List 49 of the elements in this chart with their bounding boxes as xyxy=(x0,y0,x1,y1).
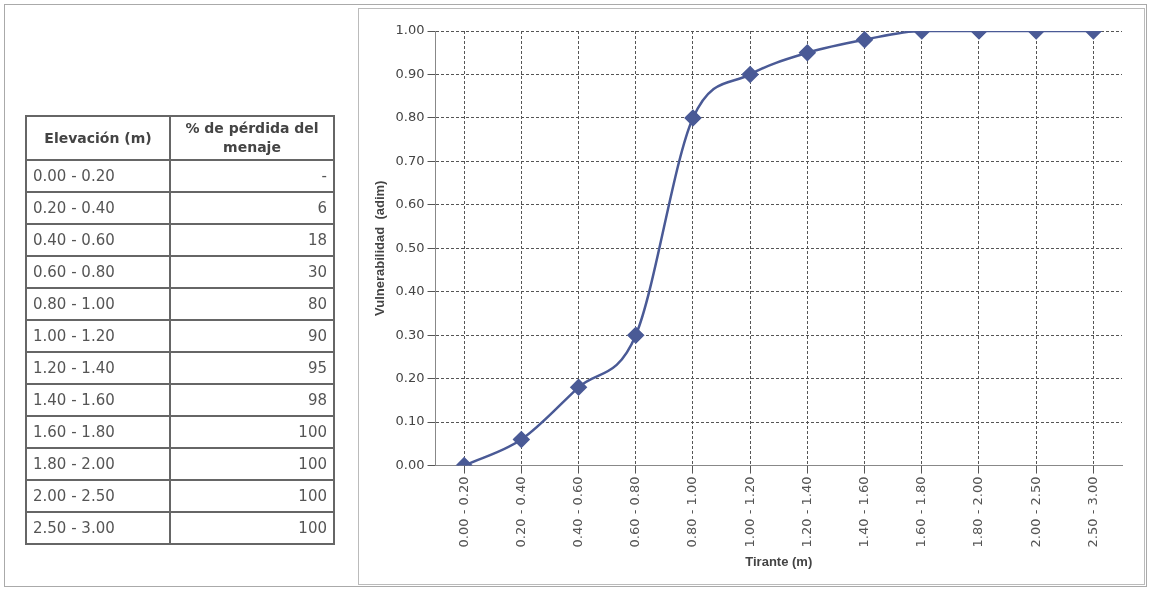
category-label: 0.00 - 0.20 xyxy=(26,160,170,192)
category-label: 0.20 - 0.40 xyxy=(26,192,170,224)
y-tick-label: 0.80 xyxy=(395,109,425,125)
text: 98 xyxy=(307,391,327,409)
category-label: 1.80 - 2.00 xyxy=(26,448,170,480)
y-tick-label: 0.00 xyxy=(395,456,425,472)
y-axis-title: Vulnerabilidad (adim) xyxy=(372,180,388,316)
y-tick-label: 0.30 xyxy=(395,326,425,342)
text: 80 xyxy=(307,295,327,313)
category-label: 1.40 - 1.60 xyxy=(26,384,170,416)
text: 100 xyxy=(298,519,327,537)
text: 6 xyxy=(317,199,327,217)
text: - xyxy=(321,167,327,185)
text: 100 xyxy=(298,487,327,505)
y-tick-label: 0.70 xyxy=(395,152,425,168)
y-tick-label: 0.50 xyxy=(395,239,425,255)
x-tick-label: 0.40 - 0.60 xyxy=(569,476,585,548)
category-label: 0.40 - 0.60 xyxy=(26,224,170,256)
y-tick-label: 0.20 xyxy=(395,370,425,386)
x-tick-label: 0.60 - 0.80 xyxy=(627,476,643,548)
x-tick-label: 1.60 - 1.80 xyxy=(913,476,929,548)
x-tick-label: 0.80 - 1.00 xyxy=(684,476,700,548)
y-tick-label: 1.00 xyxy=(395,22,425,38)
text: 100 xyxy=(298,455,327,473)
text: 100 xyxy=(298,423,327,441)
text: Elevación (m) xyxy=(26,116,170,160)
category-label: 0.60 - 0.80 xyxy=(26,256,170,288)
x-tick-label: 2.50 - 3.00 xyxy=(1084,476,1100,548)
text: 90 xyxy=(307,327,327,345)
x-tick-label: 1.40 - 1.60 xyxy=(855,476,871,548)
y-tick-label: 0.60 xyxy=(395,196,425,212)
text: 30 xyxy=(307,263,327,281)
text: % de pérdida del menaje xyxy=(170,116,334,160)
x-tick-label: 1.20 - 1.40 xyxy=(798,476,814,548)
x-tick-label: 1.00 - 1.20 xyxy=(741,476,757,548)
x-tick-label: 1.80 - 2.00 xyxy=(970,476,986,548)
y-tick-label: 0.90 xyxy=(395,65,425,81)
x-tick-label: 0.20 - 0.40 xyxy=(512,476,528,548)
category-label: 0.80 - 1.00 xyxy=(26,288,170,320)
x-tick-label: 2.00 - 2.50 xyxy=(1027,476,1043,548)
y-tick-label: 0.10 xyxy=(395,413,425,429)
text: 18 xyxy=(307,231,327,249)
y-tick-label: 0.40 xyxy=(395,283,425,299)
x-axis-title: Tirante (m) xyxy=(745,553,813,569)
category-label: 1.60 - 1.80 xyxy=(26,416,170,448)
category-label: 1.20 - 1.40 xyxy=(26,352,170,384)
text: 95 xyxy=(307,359,327,377)
category-label: 1.00 - 1.20 xyxy=(26,320,170,352)
x-tick-label: 0.00 - 0.20 xyxy=(455,476,471,548)
